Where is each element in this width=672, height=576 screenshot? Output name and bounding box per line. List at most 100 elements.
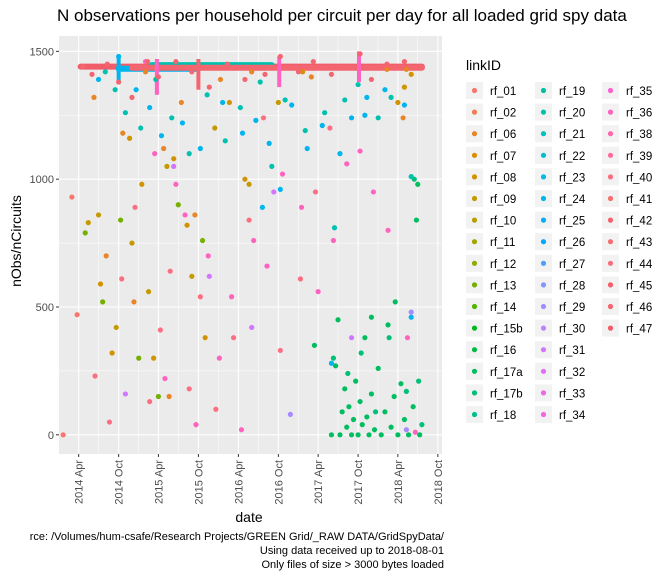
data-point-rf_13 [100, 299, 106, 305]
data-point-rf_09 [212, 125, 218, 131]
legend-label: rf_45 [626, 280, 652, 292]
data-point-rf_36 [279, 171, 286, 177]
legend-swatch [607, 87, 614, 94]
data-point-rf_06 [131, 299, 137, 305]
data-point-rf_24 [401, 102, 408, 108]
data-point-rf_36 [173, 181, 179, 187]
x-tick-label: 2014 Apr [74, 460, 86, 504]
legend-label: rf_14 [490, 302, 517, 314]
data-point-rf_09 [95, 212, 102, 218]
data-point-rf_29 [403, 427, 409, 433]
data-point-rf_36 [251, 237, 257, 244]
x-tick-label: 2016 Apr [233, 460, 245, 504]
data-point-rf_20 [122, 110, 129, 116]
data-point-rf_24 [197, 145, 203, 152]
data-point-rf_46 [189, 69, 195, 75]
legend-label: rf_29 [559, 302, 585, 314]
x-tick-label: 2018 Apr [393, 460, 405, 504]
data-point-rf_46 [346, 64, 352, 70]
data-point-rf_46 [89, 71, 95, 77]
data-point-rf_24 [266, 140, 272, 146]
caption-line-1: rce: /Volumes/hum-csafe/Research Project… [30, 531, 445, 543]
data-point-rf_17a [346, 404, 352, 410]
data-point-rf_40 [230, 335, 237, 341]
caption-line-3: Only files of size > 3000 bytes loaded [261, 559, 444, 571]
legend-label: rf_16 [490, 345, 516, 357]
data-point-rf_46 [224, 61, 230, 67]
legend-swatch [607, 282, 614, 288]
data-point-rf_46 [357, 51, 363, 57]
legend-label: rf_31 [559, 345, 585, 357]
y-tick-label: 1500 [30, 46, 54, 58]
data-point-rf_13 [199, 237, 206, 244]
data-point-rf_17a [335, 317, 341, 323]
data-point-rf_40 [197, 294, 203, 300]
data-point-rf_20 [282, 97, 288, 103]
data-point-rf_36 [298, 204, 305, 210]
data-point-rf_46 [417, 64, 423, 70]
data-point-rf_17b [416, 378, 422, 384]
legend-label: rf_33 [559, 388, 585, 400]
dense-bands [77, 51, 425, 95]
legend-label: rf_44 [626, 259, 653, 271]
data-point-rf_40 [167, 268, 173, 274]
data-point-rf_40 [246, 217, 252, 223]
data-point-rf_46 [206, 84, 212, 90]
data-point-rf_13 [155, 393, 162, 400]
legend-label: rf_22 [559, 151, 585, 163]
legend-label: rf_43 [626, 237, 652, 249]
data-point-rf_08 [401, 84, 408, 90]
data-point-rf_20 [355, 81, 361, 88]
data-point-rf_01 [69, 194, 75, 200]
data-point-rf_09 [246, 181, 252, 187]
legend-swatch [471, 174, 478, 180]
data-point-rf_08 [242, 176, 248, 182]
data-point-rf_46 [277, 53, 283, 60]
legend-swatch [540, 390, 547, 396]
legend-label: rf_36 [626, 108, 652, 120]
data-point-rf_06 [178, 99, 184, 106]
data-point-rf_24 [319, 122, 325, 129]
legend-swatch [607, 303, 614, 310]
legend-label: rf_24 [559, 194, 586, 206]
data-point-rf_40 [277, 347, 283, 354]
data-point-rf_17a [328, 432, 335, 438]
data-point-rf_40 [297, 276, 304, 282]
data-point-rf_31 [122, 391, 129, 397]
data-point-rf_17a [375, 365, 381, 371]
y-tick-label: 1000 [30, 174, 54, 186]
data-point-rf_17b [386, 335, 392, 341]
data-point-rf_36 [229, 294, 235, 300]
data-point-rf_36 [344, 161, 350, 167]
legend-label: rf_12 [490, 259, 516, 271]
data-point-rf_17a [337, 432, 343, 438]
data-point-rf_17a [368, 314, 375, 320]
legend-label: rf_06 [490, 129, 516, 141]
data-point-rf_24 [408, 314, 414, 320]
data-point-rf_20 [222, 138, 228, 144]
legend-swatch [540, 411, 547, 418]
data-point-rf_36 [238, 427, 245, 433]
data-point-rf_17a [405, 432, 412, 438]
data-point-rf_24 [147, 104, 153, 111]
legend-swatch [607, 239, 614, 245]
legend-swatch [540, 87, 547, 94]
data-point-rf_17a [382, 409, 388, 415]
x-tick-label: 2017 Apr [313, 460, 325, 504]
data-point-rf_06 [161, 145, 167, 152]
legend-swatch [607, 131, 614, 137]
data-point-rf_17a [388, 424, 394, 430]
data-point-rf_40 [119, 276, 125, 282]
legend-label: rf_27 [559, 259, 585, 271]
data-point-rf_13 [136, 355, 142, 361]
data-point-rf_46 [144, 58, 151, 65]
data-point-rf_09 [145, 289, 152, 295]
data-point-rf_20 [342, 97, 348, 103]
data-point-rf_36 [152, 151, 158, 157]
data-point-rf_17a [417, 432, 423, 438]
legend-label: rf_02 [490, 108, 516, 120]
data-point-rf_20 [408, 174, 414, 180]
data-point-rf_20 [237, 104, 243, 111]
data-point-rf_09 [164, 163, 170, 169]
axes: 0 500 1000 1500 2014 Apr 2014 Oct 2015 Apr 2015… [30, 46, 445, 504]
